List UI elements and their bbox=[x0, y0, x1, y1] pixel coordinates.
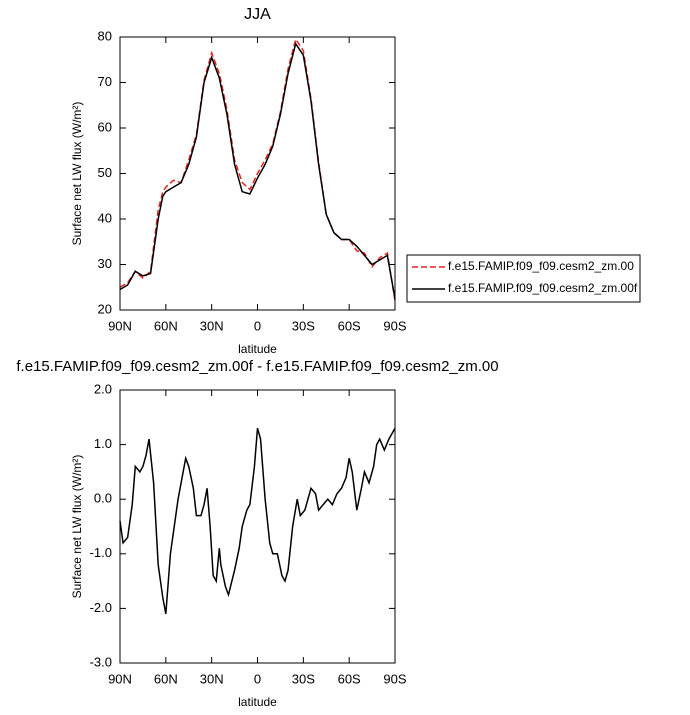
y-tick-label: 80 bbox=[98, 28, 112, 43]
x-tick-label: 30S bbox=[292, 671, 315, 686]
y-tick-label: 20 bbox=[98, 301, 112, 316]
x-axis-label: latitude bbox=[238, 342, 277, 356]
x-tick-label: 30N bbox=[200, 671, 224, 686]
y-tick-label: 0.0 bbox=[94, 491, 112, 506]
data-line bbox=[119, 37, 396, 302]
y-tick-label: -1.0 bbox=[90, 545, 112, 560]
x-tick-label: 60S bbox=[338, 671, 361, 686]
data-line bbox=[119, 42, 396, 299]
y-tick-label: 40 bbox=[98, 210, 112, 225]
chart-title: f.e15.FAMIP.f09_f09.cesm2_zm.00f - f.e15… bbox=[16, 358, 498, 375]
x-tick-label: 90S bbox=[383, 671, 406, 686]
y-tick-label: 30 bbox=[98, 256, 112, 271]
x-tick-label: 90N bbox=[108, 671, 132, 686]
x-tick-label: 0 bbox=[254, 671, 261, 686]
chart-title: JJA bbox=[244, 6, 271, 23]
x-tick-label: 30S bbox=[292, 318, 315, 333]
y-tick-label: 1.0 bbox=[94, 436, 112, 451]
y-tick-label: 70 bbox=[98, 74, 112, 89]
data-line bbox=[119, 427, 396, 614]
x-tick-label: 60N bbox=[154, 318, 178, 333]
x-tick-label: 0 bbox=[254, 318, 261, 333]
y-axis-label: Surface net LW flux (W/m²) bbox=[70, 102, 84, 246]
legend-label: f.e15.FAMIP.f09_f09.cesm2_zm.00f bbox=[448, 281, 638, 295]
x-tick-label: 90N bbox=[108, 318, 132, 333]
x-tick-label: 60S bbox=[338, 318, 361, 333]
x-axis-label: latitude bbox=[238, 695, 277, 709]
y-tick-label: -2.0 bbox=[90, 600, 112, 615]
legend-box bbox=[406, 254, 641, 303]
x-tick-label: 30N bbox=[200, 318, 224, 333]
y-tick-label: -3.0 bbox=[90, 654, 112, 669]
x-tick-label: 90S bbox=[383, 318, 406, 333]
y-axis-label: Surface net LW flux (W/m²) bbox=[70, 455, 84, 599]
legend-label: f.e15.FAMIP.f09_f09.cesm2_zm.00 bbox=[448, 259, 634, 273]
y-tick-label: 2.0 bbox=[94, 381, 112, 396]
y-tick-label: 60 bbox=[98, 119, 112, 134]
x-tick-label: 60N bbox=[154, 671, 178, 686]
y-tick-label: 50 bbox=[98, 165, 112, 180]
